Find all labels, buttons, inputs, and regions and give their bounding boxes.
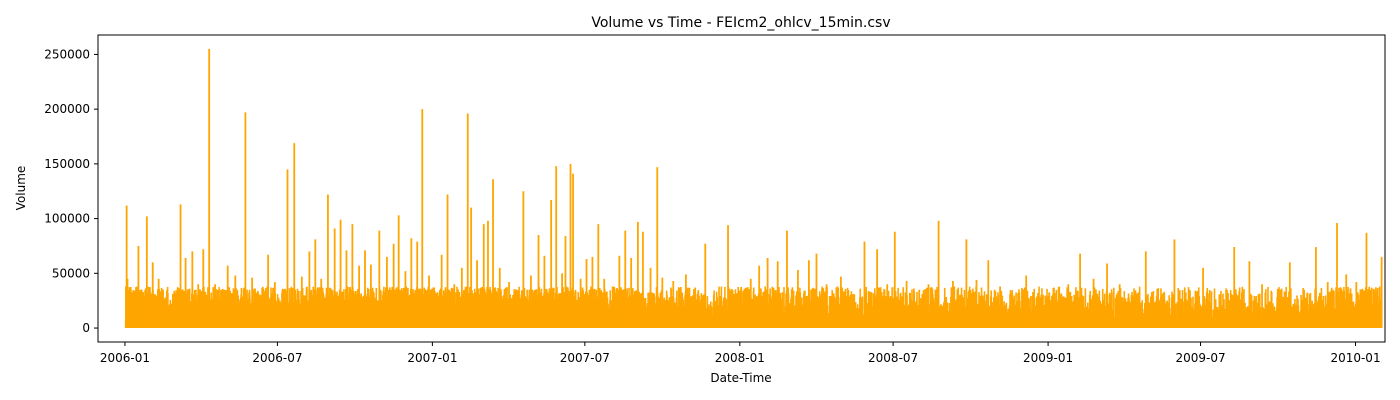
x-tick-label: 2008-01 — [715, 351, 765, 365]
x-tick-label: 2010-01 — [1330, 351, 1380, 365]
x-tick-label: 2006-01 — [100, 351, 150, 365]
x-tick-label: 2008-07 — [868, 351, 918, 365]
x-tick-label: 2007-07 — [560, 351, 610, 365]
x-tick-label: 2006-07 — [252, 351, 302, 365]
y-tick-label: 100000 — [44, 212, 90, 226]
x-tick-label: 2009-07 — [1175, 351, 1225, 365]
x-axis-title: Date-Time — [710, 371, 771, 385]
chart-title: Volume vs Time - FEIcm2_ohlcv_15min.csv — [591, 15, 890, 31]
y-tick-label: 250000 — [44, 47, 90, 61]
y-tick-label: 50000 — [52, 266, 90, 280]
x-axis: 2006-01 2006-07 2007-01 2007-07 2008-01 2008-… — [100, 342, 1381, 365]
y-axis-title: Volume — [14, 166, 28, 211]
plot-area-frame — [97, 34, 1386, 343]
x-tick-label: 2009-01 — [1023, 351, 1073, 365]
y-tick-label: 150000 — [44, 157, 90, 171]
y-tick-label: 200000 — [44, 102, 90, 116]
x-tick-label: 2007-01 — [407, 351, 457, 365]
y-tick-label: 0 — [82, 321, 90, 335]
series-baseline-band — [125, 286, 1383, 329]
y-axis: 0 50000 100000 150000 200000 250000 — [44, 47, 98, 335]
